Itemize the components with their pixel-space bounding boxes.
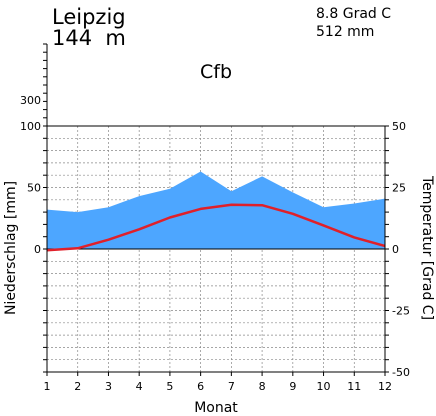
y-axis-left-label: Niederschlag [mm] [3, 181, 19, 315]
temperature-line [46, 203, 386, 252]
x-tick-label: 7 [228, 380, 235, 393]
x-tick-label: 6 [197, 380, 204, 393]
x-tick-label: 2 [74, 380, 81, 393]
x-tick-label: 12 [378, 380, 392, 393]
x-tick-label: 11 [347, 380, 361, 393]
x-axis-label: Monat [194, 400, 238, 416]
upper-scale-tick-label: 300 [20, 94, 41, 107]
grid [47, 126, 385, 372]
climate-class: Cfb [200, 61, 232, 83]
x-tick-label: 9 [289, 380, 296, 393]
x-tick-label: 1 [44, 380, 51, 393]
y-right-tick-label: 0 [392, 243, 399, 256]
y-right-tick-label: 50 [392, 120, 406, 133]
x-tick-label: 8 [259, 380, 266, 393]
y-right-tick-label: -25 [392, 305, 410, 318]
mean-temperature: 8.8 Grad C [316, 6, 391, 22]
precipitation-area [47, 171, 385, 249]
y-right-tick-label: 25 [392, 182, 406, 195]
y-axis-right-label: Temperatur [Grad C] [419, 175, 435, 320]
y-right-tick-label: -50 [392, 366, 410, 379]
y-left-tick-label: 50 [27, 182, 41, 195]
x-tick-label: 5 [166, 380, 173, 393]
y-left-tick-label: 100 [20, 120, 41, 133]
y-left-tick-label: 0 [34, 243, 41, 256]
station-elevation: 144 m [52, 26, 126, 50]
x-tick-label: 3 [105, 380, 112, 393]
upper-precip-scale: 300 [20, 43, 48, 126]
x-tick-label: 10 [317, 380, 331, 393]
x-tick-label: 4 [136, 380, 143, 393]
annual-precipitation: 512 mm [316, 24, 374, 40]
station-name: Leipzig [52, 5, 126, 29]
